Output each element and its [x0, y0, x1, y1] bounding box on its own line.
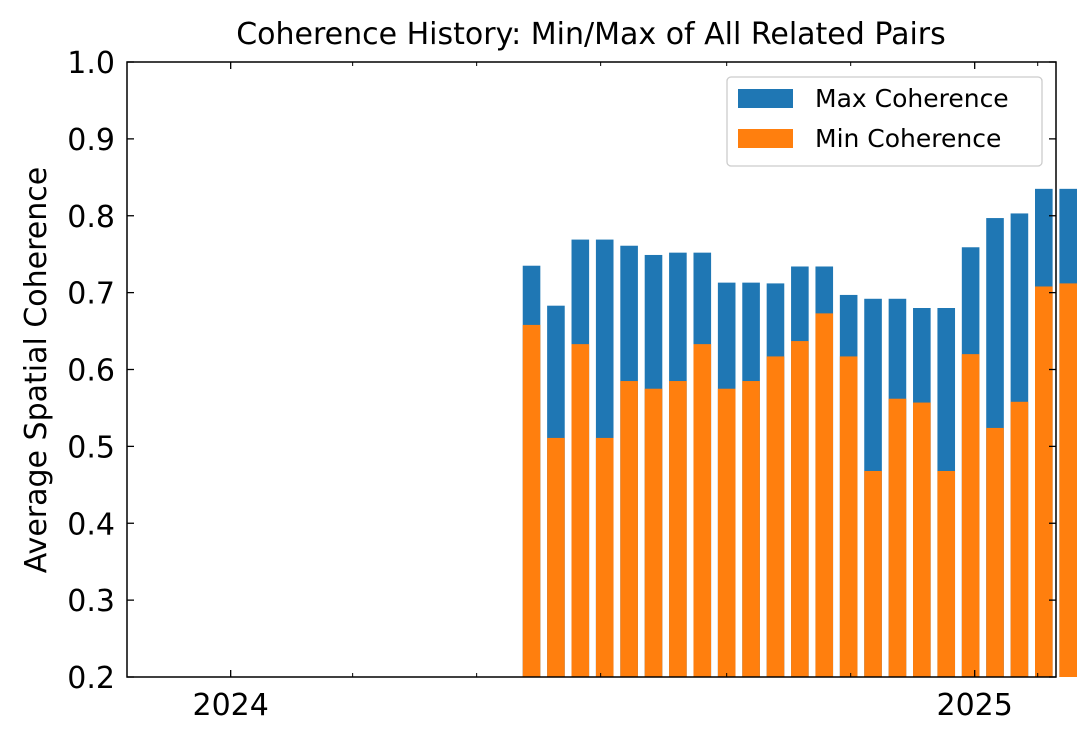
- bar-min-12: [791, 341, 809, 677]
- bar-min-2: [547, 437, 565, 677]
- chart-title: Coherence History: Min/Max of All Relate…: [236, 17, 946, 52]
- legend-frame: [726, 76, 1043, 167]
- legend-label-max: Max Coherence: [815, 84, 1009, 113]
- y-axis-label: Average Spatial Coherence: [19, 167, 54, 573]
- bar-min-1: [522, 324, 541, 677]
- bar-min-23: [1059, 283, 1077, 677]
- bar-min-5: [620, 381, 638, 677]
- bar-min-14: [839, 356, 858, 677]
- bar-min-19: [961, 354, 980, 677]
- x-tick-label: 2025: [937, 688, 1013, 723]
- legend-swatch-min: [738, 129, 793, 148]
- y-tick-label: 0.4: [67, 507, 115, 542]
- bar-min-21: [1010, 401, 1029, 677]
- legend: Max Coherence Min Coherence: [726, 76, 1043, 167]
- bar-min-22: [1035, 286, 1053, 677]
- x-tick-label: 2024: [192, 688, 268, 723]
- plot-frame: [126, 61, 1057, 678]
- bar-min-3: [571, 344, 590, 677]
- y-tick-label: 1.0: [67, 46, 115, 81]
- legend-label-min: Min Coherence: [815, 124, 1001, 153]
- bar-min-20: [986, 427, 1004, 677]
- ticks-layer: 0.2 0.3 0.4 0.5 0.6 0.7 0.8 0.9 1.0 2024 2025: [67, 46, 1056, 723]
- bar-min-18: [937, 470, 956, 677]
- bar-min-10: [742, 381, 760, 677]
- legend-swatch-max: [738, 89, 793, 108]
- y-tick-label: 0.9: [67, 123, 115, 158]
- y-tick-label: 0.7: [67, 277, 115, 312]
- bar-min-8: [693, 344, 712, 677]
- bars-layer: [522, 188, 1077, 678]
- y-tick-label: 0.8: [67, 200, 115, 235]
- bar-min-11: [766, 356, 785, 677]
- bar-min-4: [595, 437, 614, 677]
- y-tick-label: 0.6: [67, 354, 115, 389]
- bar-min-13: [815, 313, 834, 677]
- bar-min-9: [717, 388, 736, 677]
- y-tick-label: 0.5: [67, 430, 115, 465]
- bar-min-16: [888, 398, 907, 677]
- bar-min-15: [864, 470, 882, 677]
- bar-min-6: [644, 388, 663, 677]
- y-tick-label: 0.2: [67, 661, 115, 696]
- bar-min-7: [669, 381, 687, 677]
- bar-min-17: [913, 402, 931, 677]
- y-tick-label: 0.3: [67, 584, 115, 619]
